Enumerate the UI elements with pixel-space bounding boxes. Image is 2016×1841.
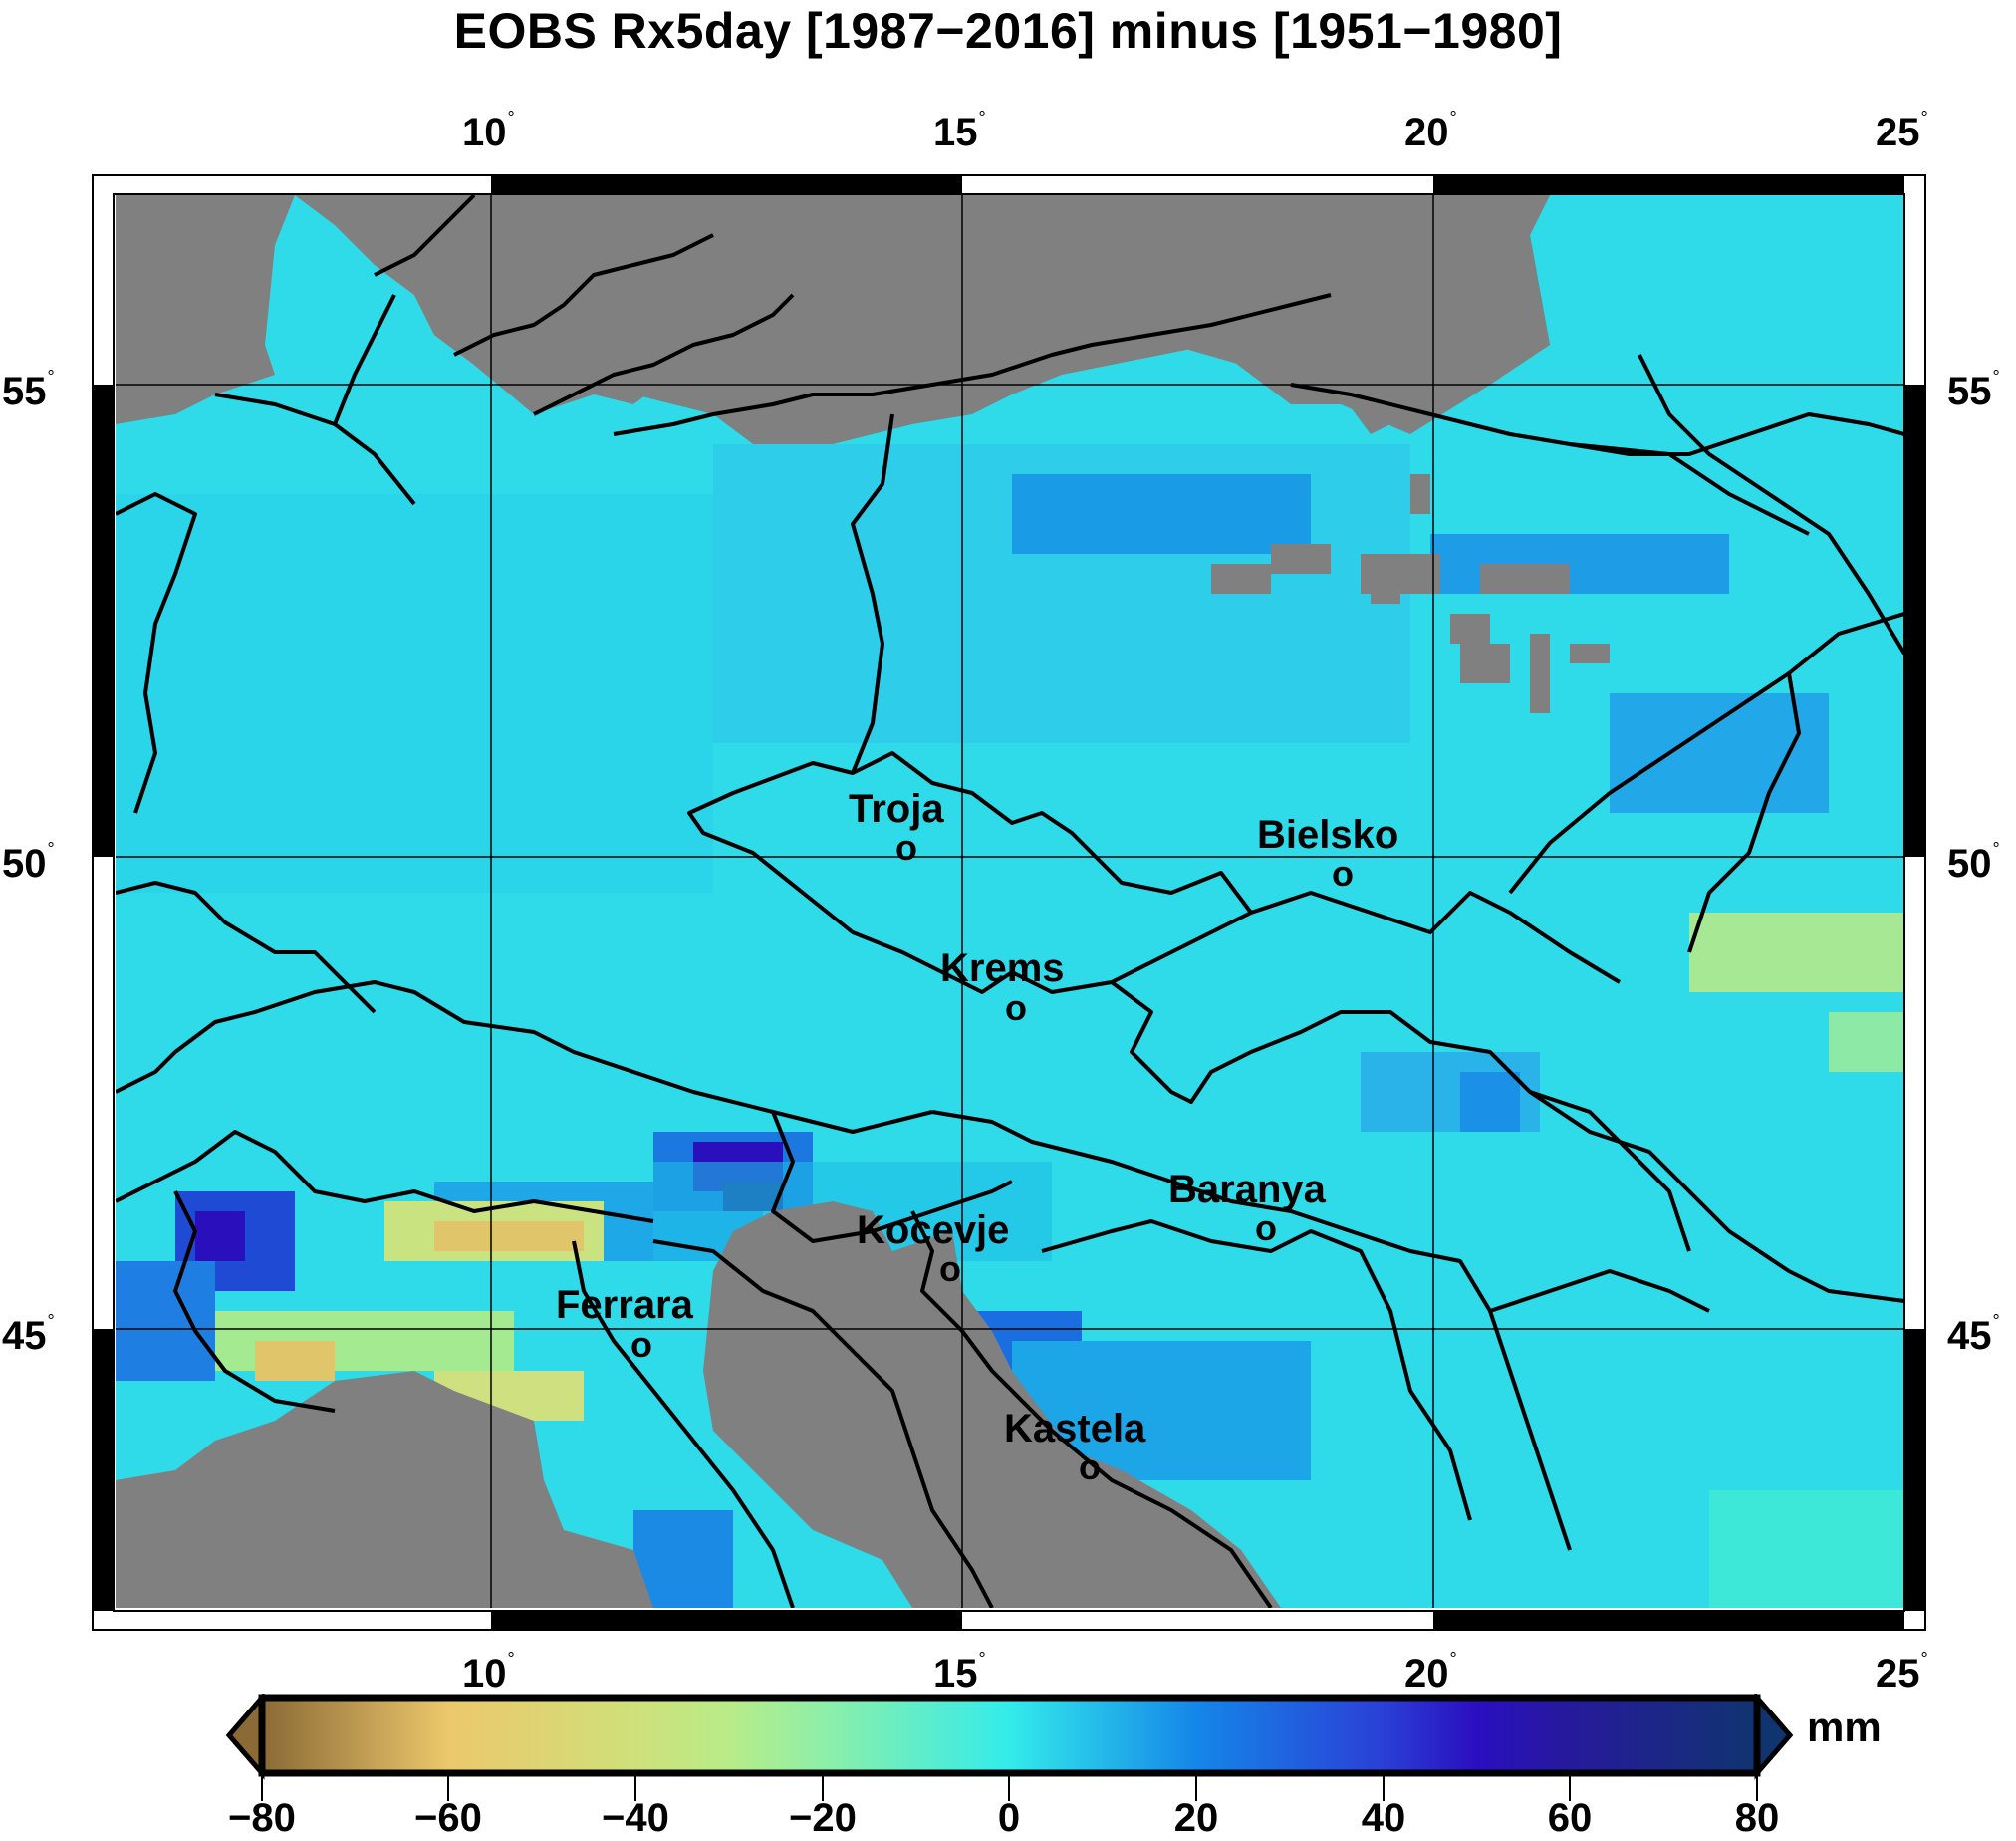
colorbar-tick-marks (261, 1773, 1758, 1801)
place-marker-baranya: o (1255, 1207, 1277, 1248)
colorbar-label-minus20: −20 (789, 1796, 857, 1840)
lat-label-45-right: 45° (1947, 1311, 2000, 1358)
country-borders (116, 195, 1904, 1608)
axis-frame-bars (92, 174, 1926, 1631)
lon-label-20-bottom: 20° (1404, 1649, 1457, 1696)
colorbar-label-40: 40 (1361, 1796, 1406, 1840)
place-marker-bielsko: o (1332, 853, 1354, 894)
lat-label-55-right: 55° (1947, 367, 2000, 413)
place-label-bielsko: Bielsko (1257, 813, 1399, 857)
colorbar-gradient (258, 1694, 1761, 1777)
colorbar-label-minus60: −60 (414, 1796, 482, 1840)
graticule (116, 195, 1904, 1608)
lon-label-25-top: 25° (1876, 108, 1928, 154)
colorbar-label-minus40: −40 (602, 1796, 669, 1840)
map-plot-area[interactable] (116, 195, 1904, 1608)
colorbar-label-20: 20 (1173, 1796, 1219, 1840)
lon-label-25-bottom: 25° (1876, 1649, 1928, 1696)
colorbar-label-60: 60 (1547, 1796, 1593, 1840)
place-label-ferrara: Ferrara (556, 1283, 693, 1327)
chart-title: EOBS Rx5day [1987−2016] minus [1951−1980… (453, 3, 1563, 59)
lat-label-45-left: 45° (2, 1311, 55, 1358)
colorbar (225, 1694, 1794, 1783)
lon-label-10-bottom: 10° (462, 1649, 515, 1696)
place-marker-troja: o (895, 827, 917, 868)
place-label-kastela: Kastela (1004, 1407, 1146, 1450)
lon-label-15-top: 15° (933, 108, 986, 154)
colorbar-unit-label: mm (1807, 1704, 1882, 1750)
place-marker-ferrara: o (630, 1324, 652, 1365)
place-marker-kastela: o (1079, 1446, 1101, 1487)
lat-label-50-left: 50° (2, 839, 55, 886)
lon-label-10-top: 10° (462, 108, 515, 154)
colorbar-label-80: 80 (1734, 1796, 1780, 1840)
place-label-troja: Troja (849, 787, 944, 831)
lon-label-20-top: 20° (1404, 108, 1457, 154)
colorbar-max-extend (1754, 1694, 1794, 1780)
colorbar-label-minus80: −80 (228, 1796, 296, 1840)
place-marker-kocevje: o (939, 1248, 961, 1289)
place-label-baranya: Baranya (1168, 1168, 1326, 1211)
place-label-kocevje: Kocevje (857, 1208, 1010, 1252)
place-marker-krems: o (1005, 987, 1027, 1028)
lat-label-50-right: 50° (1947, 839, 2000, 886)
colorbar-min-extend (225, 1694, 265, 1780)
value-patches (116, 444, 1904, 1608)
lon-label-15-bottom: 15° (933, 1649, 986, 1696)
place-label-krems: Krems (940, 946, 1065, 990)
lat-label-55-left: 55° (2, 367, 55, 413)
colorbar-label-0: 0 (997, 1796, 1021, 1840)
ocean-masks (116, 195, 1904, 1608)
